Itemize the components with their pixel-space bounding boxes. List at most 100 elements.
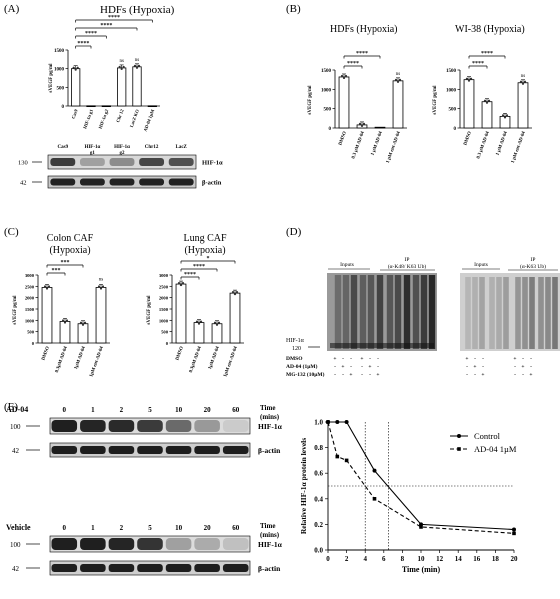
panel-c-title-left-2: (Hypoxia)	[49, 245, 90, 256]
series-line-ad04	[327, 421, 515, 534]
treatment-mark: +	[341, 364, 344, 370]
panel-d: (D) Inputs IP (α-K48/ K63 Ub) Inputs IP …	[280, 225, 560, 385]
panel-d-treatment-table: DMSO + - - + - - + - - + - -AD-04 (1µM) - + - - + - - + - - + -M…	[286, 356, 533, 378]
panel-a-ylabel: sVEGF pg/ml	[49, 63, 54, 93]
smear-lane	[538, 277, 544, 349]
blot-lane-label: LacZ	[176, 145, 188, 150]
y-tick-label: 0.6	[314, 470, 323, 478]
panel-d-ip-right: IP	[531, 257, 536, 263]
hif-band	[51, 538, 78, 550]
panel-c: (C) Colon CAF (Hypoxia) Lung CAF (Hypoxi…	[0, 225, 280, 385]
hif-band	[108, 420, 135, 432]
mw-label: 42	[20, 180, 27, 187]
smear-lane	[403, 275, 411, 349]
blot-band	[79, 178, 105, 186]
treatment-mark: -	[361, 364, 363, 370]
y-tick-label: 1000	[159, 318, 169, 323]
panel-e-chart: 0.0 0.2 0.4 0.6 0.8 1.0 0 2 4 6 8 10 12 14 16 18 20 Time …	[299, 419, 518, 575]
treatment-mark: +	[529, 372, 532, 378]
data-point	[213, 321, 217, 324]
panel-c-letter: (C)	[4, 226, 19, 238]
data-point	[342, 76, 346, 80]
smear-lane	[350, 275, 358, 349]
legend-marker-control	[457, 434, 461, 438]
data-point	[61, 319, 65, 322]
data-point	[215, 323, 219, 326]
data-point	[120, 67, 123, 71]
y-tick-label: 500	[449, 108, 457, 113]
hif-band	[137, 538, 163, 550]
sig-label: ****	[356, 51, 368, 57]
panel-d-blot-left-lanes	[330, 275, 436, 349]
protein-label: HIF-1α	[258, 540, 283, 549]
y-tick-label: 3000	[25, 273, 35, 278]
treatment-mark: +	[368, 364, 371, 370]
category-label: Chr 12	[115, 108, 125, 123]
y-tick-label: 500	[57, 86, 65, 91]
data-point	[181, 281, 185, 285]
x-tick-label: 4	[363, 555, 367, 563]
treatment-row-label: MG-132 (10µM)	[286, 371, 325, 378]
time-label: 20	[204, 524, 212, 532]
data-point	[233, 293, 237, 296]
category-label: 1µM AD-04	[208, 345, 221, 370]
category-label: LacZ KO	[129, 108, 140, 128]
data-point	[217, 321, 221, 324]
smear-lane	[367, 275, 375, 349]
actin-band	[222, 564, 249, 572]
ns-label: ns	[396, 72, 401, 77]
panel-b: (B) HDFs (Hypoxia) WI-38 (Hypoxia) sVEGF…	[280, 0, 560, 195]
panel-b-chart-left: sVEGF pg/ml 0 500 1000 1500 DMSO 0.3 µM AD-04 1…	[308, 51, 407, 164]
bar	[59, 321, 71, 344]
actin-band	[194, 446, 220, 454]
protein-label: β-actin	[258, 446, 281, 455]
bar	[77, 323, 89, 344]
bar	[338, 76, 350, 129]
data-point	[358, 122, 362, 126]
hif-band	[80, 420, 106, 432]
y-tick-label: 0.4	[314, 495, 323, 503]
panel-a-letter: (A)	[4, 3, 20, 15]
time-label: 1	[91, 524, 95, 532]
bar	[71, 68, 81, 107]
point-ad04	[344, 458, 349, 463]
category-label: DMSO	[41, 346, 51, 361]
smear-lane	[412, 275, 420, 349]
treatment-mark: +	[473, 364, 476, 370]
data-point	[362, 122, 366, 126]
treatment-mark: -	[466, 372, 468, 378]
data-point	[501, 114, 505, 117]
smear-lane	[465, 277, 471, 349]
treatment-row-label: DMSO	[286, 356, 303, 362]
blot-band	[79, 158, 105, 166]
smear-lane	[342, 275, 350, 349]
data-point	[483, 99, 487, 102]
category-label: HIF-1α g1	[82, 108, 94, 129]
smear-lane	[334, 275, 342, 349]
time-label: 10	[175, 406, 183, 414]
treatment-label: Vehicle	[6, 523, 31, 532]
panel-b-title-left: HDFs (Hypoxia)	[330, 24, 398, 35]
panel-c-title-left-1: Colon CAF	[47, 233, 94, 244]
mw-label: 42	[12, 565, 20, 573]
treatment-mark: -	[482, 356, 484, 362]
panel-d-headers: Inputs IP (α-K48/ K63 Ub) Inputs IP (α-K…	[340, 257, 546, 270]
panel-e-letter: (E)	[4, 401, 18, 413]
blot-band	[109, 158, 135, 166]
bar	[374, 126, 386, 129]
ns-label: ns	[135, 58, 140, 63]
data-point	[43, 285, 47, 288]
x-tick-label: 20	[511, 555, 519, 563]
category-label: 0.3µM AD-04	[189, 345, 203, 373]
blot-lane-label: HIF-1α	[114, 145, 130, 150]
mw-label: 42	[12, 447, 20, 455]
panel-b-letter: (B)	[286, 3, 301, 15]
bar	[101, 105, 111, 108]
x-tick-label: 12	[436, 555, 444, 563]
y-tick-label: 500	[27, 330, 35, 335]
data-point	[135, 66, 139, 69]
treatment-mark: +	[349, 372, 352, 378]
time-header-unit: (mins)	[260, 413, 280, 421]
